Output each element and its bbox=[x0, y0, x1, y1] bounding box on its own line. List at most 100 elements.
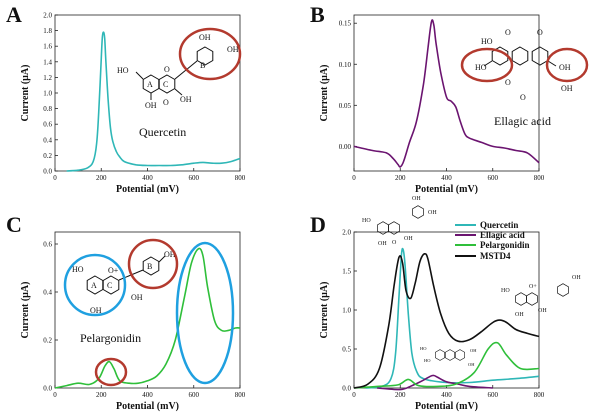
atom-ho-top: HO bbox=[481, 37, 493, 46]
legend-d: Quercetin Ellagic acid Pelargonidin MSTD… bbox=[455, 220, 530, 261]
x-tick-label: 800 bbox=[534, 174, 545, 182]
series-line-pelargonidin-d bbox=[353, 341, 540, 389]
y-axis-label-b: Current (µA) bbox=[319, 65, 330, 122]
y-tick-label: 1.4 bbox=[43, 58, 52, 66]
ellagic-ring-mid bbox=[511, 46, 529, 66]
y-tick-label: 0.15 bbox=[339, 20, 352, 28]
atom-o-top2: O bbox=[537, 28, 543, 37]
first-peak-highlight-circle bbox=[94, 357, 128, 387]
ring-label-a: A bbox=[147, 80, 153, 89]
axes-frame-b bbox=[353, 14, 540, 172]
y-axis-label-d: Current (µA) bbox=[319, 282, 330, 339]
legend-label-quercetin: Quercetin bbox=[480, 220, 518, 230]
y-tick-label: 1.0 bbox=[342, 307, 351, 315]
y-tick-label: 0.8 bbox=[43, 105, 52, 113]
y-tick-label: 0.10 bbox=[339, 61, 352, 69]
ring-label-c: C bbox=[163, 80, 168, 89]
compound-label-c: Pelargonidin bbox=[80, 331, 141, 345]
x-tick-label: 400 bbox=[142, 174, 153, 182]
mini-p-oh-b: OH bbox=[572, 275, 581, 281]
x-tick-label: 400 bbox=[441, 391, 452, 399]
panel-c: C 0 200 400 600 800 0.0 0.2 0.4 0.6 Potential (mV… bbox=[6, 212, 246, 412]
panel-b: B 0 200 400 600 800 0.00 0.05 0.10 0.15 Potential… bbox=[310, 2, 589, 195]
mini-p-ring-b bbox=[557, 283, 569, 297]
y-tick-label: 0.4 bbox=[43, 136, 52, 144]
ring-label-b-c: B bbox=[147, 262, 152, 271]
series-line-quercetin-d bbox=[365, 247, 540, 389]
atom-oh-a-c: OH bbox=[90, 306, 102, 315]
atom-o-top1: O bbox=[505, 28, 511, 37]
x-tick-label: 600 bbox=[189, 174, 200, 182]
right-oh-highlight-circle bbox=[545, 47, 589, 83]
mini-quercetin-structure: HO OH OH OH OH O bbox=[362, 196, 437, 247]
y-tick-label: 1.6 bbox=[43, 43, 52, 51]
y-tick-label: 0.00 bbox=[339, 143, 352, 151]
series-line-ellagic-acid-d bbox=[377, 374, 493, 391]
axes-frame-d bbox=[353, 231, 540, 389]
panel-d: D 0 200 400 600 800 0.0 0.5 1.0 1.5 2.0 Potential … bbox=[310, 196, 581, 412]
mini-p-oplus: O+ bbox=[529, 284, 537, 290]
mini-q-oh-b1: OH bbox=[412, 196, 421, 202]
legend-label-mstd4: MSTD4 bbox=[480, 251, 511, 261]
bond-oh-c bbox=[174, 88, 183, 96]
mini-p-ring-c bbox=[526, 292, 538, 306]
y-tick-label: 2.0 bbox=[43, 12, 52, 20]
mini-q-ho: HO bbox=[362, 218, 371, 224]
panel-letter-c: C bbox=[6, 212, 22, 237]
x-tick-label: 800 bbox=[235, 391, 246, 399]
plot-area-d: 0 200 400 600 800 0.0 0.5 1.0 1.5 2.0 Potential (m… bbox=[319, 229, 545, 413]
panel-letter-a: A bbox=[6, 2, 22, 27]
ellagic-acid-structure: HO HO OH OH O O O O bbox=[460, 28, 589, 102]
mini-e-oh2: OH bbox=[468, 362, 475, 367]
x-tick-label: 0 bbox=[352, 174, 356, 182]
atom-oh-c: OH bbox=[180, 95, 192, 104]
y-tick-label: 1.2 bbox=[43, 74, 52, 82]
mini-q-ring-a bbox=[377, 221, 389, 235]
bond-oh-right bbox=[547, 60, 557, 67]
plot-area-a: 0 200 400 600 800 0.0 0.2 0.4 0.6 0.8 1.0 1.2 1.4 1.6… bbox=[20, 12, 246, 196]
y-tick-label: 2.0 bbox=[342, 229, 351, 237]
atom-ho: HO bbox=[117, 66, 129, 75]
quercetin-structure-a: HO OH O O OH OH OH A B C bbox=[117, 27, 242, 110]
x-axis-label-d: Potential (mV) bbox=[415, 401, 478, 412]
atom-o-ring: O bbox=[164, 65, 170, 74]
x-tick-label: 800 bbox=[534, 391, 545, 399]
mini-e-ho2: HO bbox=[424, 358, 431, 363]
ring-label-c-c: C bbox=[107, 281, 112, 290]
bond-ho-left bbox=[483, 60, 493, 67]
series-line-ellagic-acid-b bbox=[353, 19, 540, 168]
mini-e-oh1: OH bbox=[470, 348, 477, 353]
legend-label-pelargonidin: Pelargonidin bbox=[480, 240, 530, 250]
ring-label-a-c: A bbox=[91, 281, 97, 290]
mini-p-oh-a: OH bbox=[515, 312, 524, 318]
mini-q-ring-b bbox=[412, 205, 424, 219]
x-tick-label: 400 bbox=[441, 174, 452, 182]
series-line-mstd4-d bbox=[353, 252, 540, 389]
mini-pelargonidin-structure: HO OH OH OH O+ bbox=[501, 275, 581, 318]
atom-oh-a: OH bbox=[145, 101, 157, 110]
atom-oh-b-c: OH bbox=[164, 250, 176, 259]
atom-ho-left: HO bbox=[475, 63, 487, 72]
mini-p-oh-c: OH bbox=[538, 308, 547, 314]
ring-label-b: B bbox=[200, 61, 205, 70]
second-peak-highlight-ellipse bbox=[175, 241, 235, 385]
mini-e-ho1: HO bbox=[420, 346, 427, 351]
axes-frame-a bbox=[54, 14, 241, 172]
compound-label-a: Quercetin bbox=[139, 125, 186, 139]
y-tick-label: 0.05 bbox=[339, 102, 352, 110]
mini-ellagic-structure: HO HO OH OH bbox=[420, 346, 477, 367]
y-tick-label: 1.0 bbox=[43, 90, 52, 98]
atom-oh-bottom: OH bbox=[561, 84, 573, 93]
x-tick-label: 200 bbox=[96, 174, 107, 182]
atom-o-keto: O bbox=[163, 98, 169, 107]
bond-oh-b-c bbox=[158, 255, 166, 263]
mini-q-oh-b2: OH bbox=[428, 210, 437, 216]
y-axis-label-a: Current (µA) bbox=[20, 65, 31, 122]
y-axis-label-c: Current (µA) bbox=[20, 282, 31, 339]
x-tick-label: 600 bbox=[488, 391, 499, 399]
atom-oh-b1: OH bbox=[199, 33, 211, 42]
bond-ho bbox=[135, 71, 144, 80]
x-tick-label: 0 bbox=[53, 174, 57, 182]
x-tick-label: 600 bbox=[189, 391, 200, 399]
